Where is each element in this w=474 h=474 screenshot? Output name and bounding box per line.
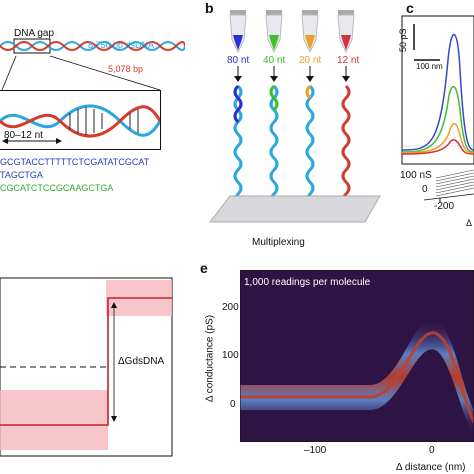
delta-partial: Δ: [466, 218, 473, 228]
y-axis-label: Δ conductance (pS): [204, 314, 216, 403]
tube-20nt: [298, 10, 322, 210]
scale-nm-label: 100 nm: [416, 62, 443, 71]
substrate: [208, 195, 381, 223]
tube-label-40nt: 40 nt: [263, 55, 286, 66]
tube-label-20nt: 20 nt: [299, 55, 322, 66]
label-100ns: 100 nS: [400, 170, 432, 181]
panel-b: 80 nt 40 nt 20 nt 12 nt Multiplexing: [200, 0, 400, 255]
panel-e: 1,000 readings per molecule 200 100 0 Δ …: [200, 265, 474, 474]
dna-helix-zoom: [0, 104, 162, 144]
dna-gap-label: DNA gap: [14, 28, 55, 39]
bp-label: 5,078 bp: [108, 64, 144, 74]
panel-b-letter: b: [205, 0, 214, 16]
gap-range-label: 80–12 nt: [4, 130, 43, 141]
tube-40nt: [262, 10, 286, 210]
y-tick-100: 100: [222, 350, 239, 361]
tube-label-12nt: 12 nt: [337, 55, 360, 66]
panel-c-letter: c: [406, 0, 414, 16]
x-axis-label: Δ distance (nm): [396, 462, 466, 473]
sequence-line-3: CGCATCTCCGCAAGCTGA: [0, 183, 114, 193]
panel-c: 50 pS 100 nm 100 nS 0 -200 Δ: [398, 0, 474, 240]
tick-minus-200: -200: [434, 201, 455, 212]
heatmap: [240, 270, 474, 442]
multiplexing-caption: Multiplexing: [252, 237, 305, 248]
tube-80nt: [226, 10, 250, 217]
y-tick-0: 0: [230, 399, 236, 410]
panel-d-trace: [0, 277, 173, 457]
panel-c-traces: [401, 15, 474, 202]
scale-ps-label: 50 pS: [398, 28, 408, 52]
tube-label-80nt: 80 nt: [227, 55, 250, 66]
zoom-lines: [1, 55, 161, 91]
dna-strand-top: [0, 38, 185, 54]
tube-12nt: [334, 10, 358, 210]
x-tick-minus-100: –100: [304, 445, 327, 456]
panel-a: DNA gap 8,750 bp dsDNA 5,078 bp 80–12 nt…: [0, 0, 185, 205]
zoom-box: [0, 90, 162, 150]
tick-0: 0: [422, 184, 428, 195]
delta-gdsdna-label: ΔGdsDNA: [118, 356, 165, 367]
y-tick-200: 200: [222, 302, 239, 313]
dsdna-label: 8,750 bp dsDNA: [88, 40, 155, 50]
panel-d: ΔGdsDNA: [0, 270, 180, 470]
sequence-line-2: TAGCTGA: [0, 170, 43, 180]
x-tick-0: 0: [429, 445, 435, 456]
tubes-and-helices: [208, 10, 381, 223]
readings-annotation: 1,000 readings per molecule: [244, 277, 371, 288]
panel-e-letter: e: [200, 260, 208, 276]
sequence-line-1: GCGTACCTTTTTCTCGATATCGCAT: [0, 157, 150, 167]
